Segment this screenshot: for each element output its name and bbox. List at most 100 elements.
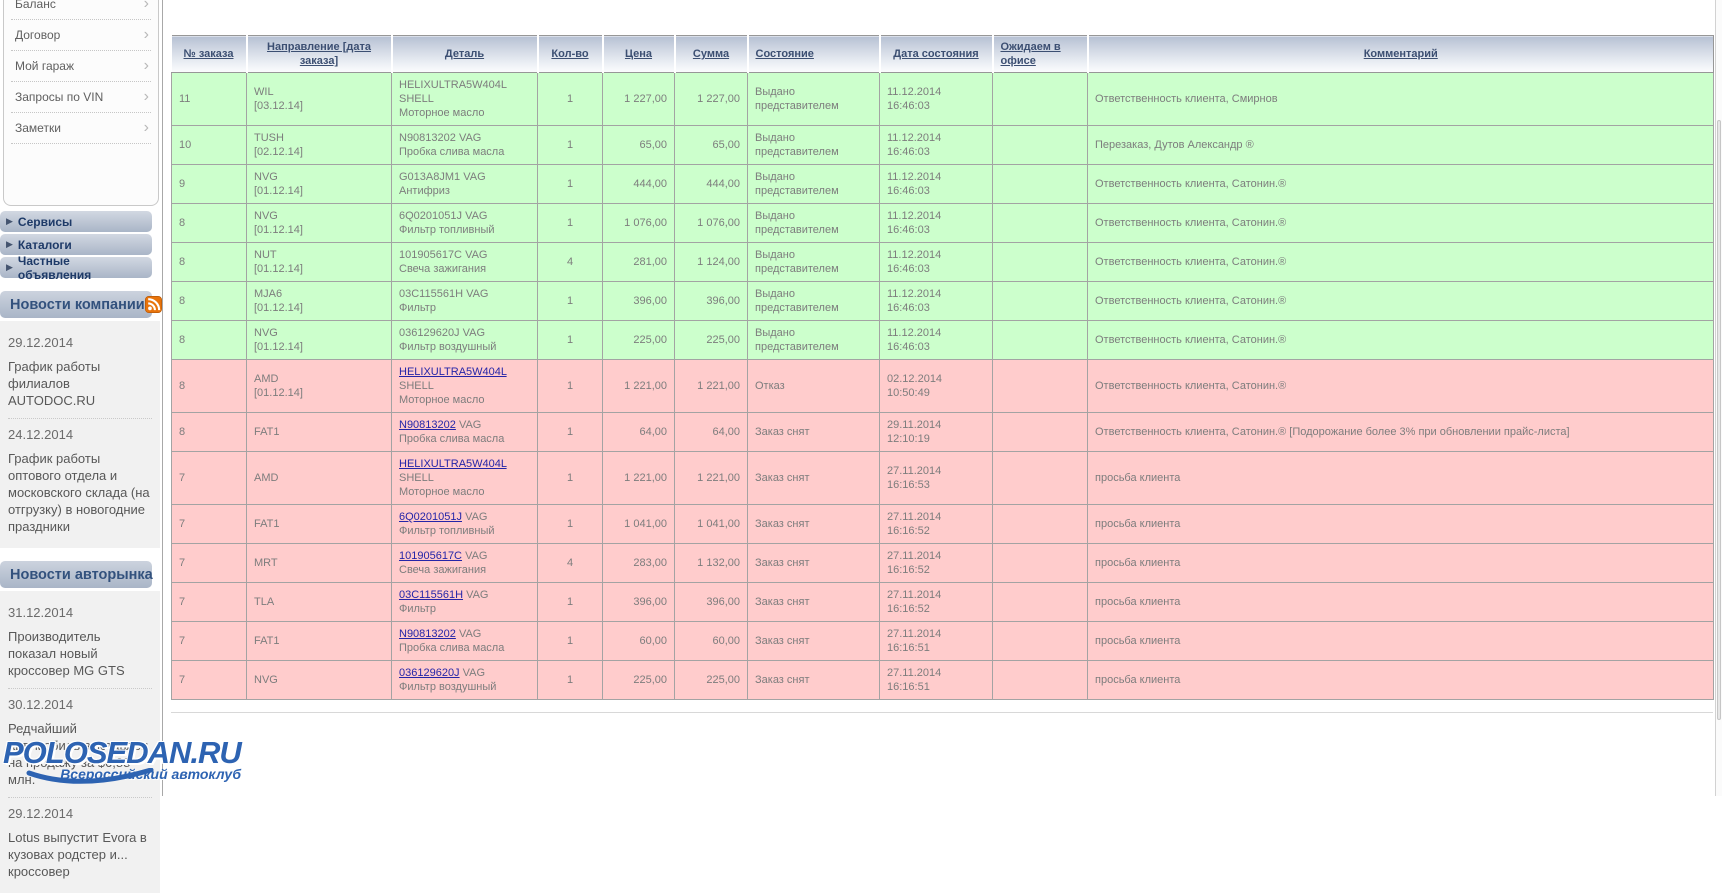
status-cell: Выдано представителем [747,320,880,360]
status-date: 11.12.2014 [887,171,942,183]
sidebar-menu-item[interactable]: Баланс › [11,0,151,20]
part-number-link[interactable]: 03C115561H [399,589,464,601]
comment-cell: Ответственность клиента, Смирнов [1087,72,1714,126]
part-number-link[interactable]: 03C115561H [399,288,464,300]
accordion-header[interactable]: ▶ Каталоги [0,234,152,255]
part-cell: N90813202 VAG Пробка слива масла [391,621,538,661]
part-cell: HELIXULTRA5W404L SHELL Моторное масло [391,359,538,413]
part-cell: 03C115561H VAG Фильтр [391,281,538,321]
part-brand: VAG [462,667,486,679]
column-sort-header[interactable]: Комментарий [1087,35,1714,73]
news-item-date: 29.12.2014 [8,335,74,350]
news-item-link[interactable]: Производитель показал новый кроссовер MG… [8,629,125,678]
sum-cell: 1 124,00 [674,242,748,282]
column-sort-header[interactable]: № заказа [171,35,248,73]
part-name: Моторное масло [399,394,485,406]
status-date-cell: 27.11.2014 16:16:51 [879,660,993,700]
news-item: 29.12.2014 График работы филиалов AUTODO… [8,327,152,419]
accordion-header[interactable]: ▶ Сервисы [0,211,152,232]
part-brand: VAG [458,132,482,144]
sum-cell: 60,00 [674,621,748,661]
accordion-group: ▶ Сервисы ▶ Каталоги ▶ Частные объявлени… [0,211,162,282]
part-number-link[interactable]: 036129620J [399,327,460,339]
order-row: 8 MJA6 [01.12.14] 03C115561H VAG Фильтр … [171,281,1714,321]
news-item: 31.12.2014 Производитель показал новый к… [8,597,152,689]
price-cell: 396,00 [602,281,675,321]
direction-code: TUSH [254,132,284,144]
price-cell: 1 076,00 [602,203,675,243]
status-time: 16:46:03 [887,341,930,353]
news-item-link[interactable]: Редчайший автомобиль выставлен на продаж… [8,721,149,787]
part-number-link[interactable]: 6Q0201051J [399,511,462,523]
sidebar-menu-item[interactable]: Запросы по VIN › [11,82,151,113]
sidebar-menu-item[interactable]: Договор › [11,20,151,51]
status-cell: Выдано представителем [747,72,880,126]
direction-cell: NVG [01.12.14] [246,164,392,204]
comment-cell: Перезаказ, Дутов Александр ® [1087,125,1714,165]
column-sort-header[interactable]: Направление [дата заказа] [246,35,393,73]
waiting-in-office-cell [992,281,1088,321]
price-cell: 225,00 [602,660,675,700]
part-number-link[interactable]: 101905617C [399,249,463,261]
order-number-cell: 8 [171,242,247,282]
direction-cell: AMD [01.12.14] [246,359,392,413]
part-number-link[interactable]: 101905617C [399,550,463,562]
part-number-link[interactable]: N90813202 [399,132,456,144]
order-number-cell: 8 [171,320,247,360]
order-row: 7 NVG 036129620J VAG Фильтр воздушный 1 … [171,660,1714,700]
waiting-in-office-cell [992,582,1088,622]
status-date-cell: 11.12.2014 16:46:03 [879,164,993,204]
column-sort-header[interactable]: Состояние [747,35,881,73]
status-date: 27.11.2014 [887,667,942,679]
part-number-link[interactable]: HELIXULTRA5W404L [399,366,507,378]
column-sort-header[interactable]: Дата состояния [879,35,994,73]
vertical-scrollbar[interactable] [1715,0,1722,796]
sidebar-menu-item[interactable]: Мой гараж › [11,51,151,82]
part-number-link[interactable]: 6Q0201051J [399,210,462,222]
status-cell: Заказ снят [747,582,880,622]
order-number-cell: 7 [171,451,247,505]
quantity-cell: 1 [537,582,603,622]
column-sort-header[interactable]: Кол-во [537,35,604,73]
triangle-right-icon: ▶ [6,239,13,249]
column-sort-header[interactable]: Деталь [391,35,539,73]
order-row: 8 NUT [01.12.14] 101905617C VAG Свеча за… [171,242,1714,282]
status-time: 16:46:03 [887,263,930,275]
part-number-link[interactable]: 036129620J [399,667,460,679]
scrollbar-thumb[interactable] [1717,120,1721,720]
part-number-link[interactable]: N90813202 [399,419,456,431]
direction-code: WIL [254,86,274,98]
accordion-header[interactable]: ▶ Частные объявления [0,254,152,282]
news-item-link[interactable]: График работы оптового отдела и московск… [8,451,150,534]
part-name: Фильтр воздушный [399,341,497,353]
order-date: [01.12.14] [254,341,303,353]
column-header-label: № заказа [183,48,234,60]
orders-panel: № заказа Направление [дата заказа] Детал… [162,0,1715,796]
sidebar-menu-item[interactable]: Заметки › [11,113,151,144]
part-number-link[interactable]: HELIXULTRA5W404L [399,79,507,91]
column-sort-header[interactable]: Сумма [674,35,749,73]
part-cell: HELIXULTRA5W404L SHELL Моторное масло [391,72,538,126]
part-number-link[interactable]: N90813202 [399,628,456,640]
status-date: 29.11.2014 [887,419,942,431]
news-item-link[interactable]: Lotus выпустит Evora в кузовах родстер и… [8,830,147,879]
sum-cell: 225,00 [674,320,748,360]
order-row: 7 FAT1 6Q0201051J VAG Фильтр топливный 1… [171,504,1714,544]
rss-icon[interactable] [144,296,162,313]
triangle-right-icon: ▶ [6,262,13,272]
part-number-link[interactable]: HELIXULTRA5W404L [399,458,507,470]
quantity-cell: 1 [537,125,603,165]
status-cell: Заказ снят [747,504,880,544]
direction-cell: NVG [246,660,392,700]
column-sort-header[interactable]: Ожидаем в офисе [992,35,1089,73]
status-cell: Заказ снят [747,660,880,700]
sidebar-menu-item-label: Заметки [15,121,61,135]
column-sort-header[interactable]: Цена [602,35,676,73]
part-number-link[interactable]: G013A8JM1 [399,171,461,183]
waiting-in-office-cell [992,125,1088,165]
polosedan-logo[interactable]: POLOSEDAN.RU Всероссийский автоклуб [3,735,242,784]
news-item-link[interactable]: График работы филиалов AUTODOC.RU [8,359,101,408]
order-date: [03.12.14] [254,100,303,112]
market-news-header: Новости авторынка [0,561,153,588]
part-name: Антифриз [399,185,450,197]
